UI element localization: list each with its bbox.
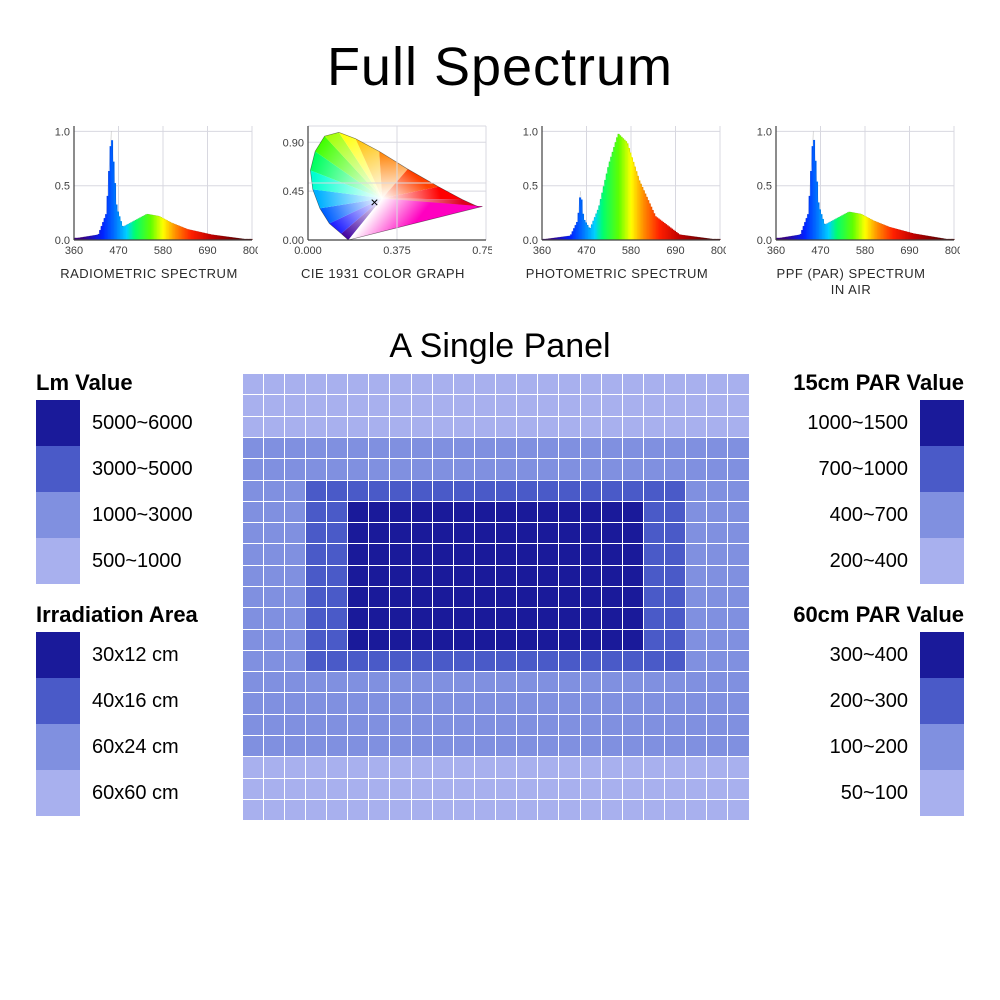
legend-label: 1000~1500 <box>807 400 908 446</box>
legend-label: 30x12 cm <box>92 632 179 678</box>
legend-label: 40x16 cm <box>92 678 179 724</box>
panel-right-legends: 15cm PAR Value1000~1500700~1000400~70020… <box>793 370 964 834</box>
svg-text:800: 800 <box>945 245 960 257</box>
spectrum-caption: PHOTOMETRIC SPECTRUM <box>526 266 708 282</box>
legend-label: 3000~5000 <box>92 446 193 492</box>
legend-label: 200~400 <box>807 538 908 584</box>
legend-swatch <box>36 400 80 446</box>
panel-left-legends: Lm Value 5000~60003000~50001000~3000500~1… <box>36 370 198 834</box>
legend-label: 300~400 <box>830 632 908 678</box>
svg-text:690: 690 <box>900 245 918 257</box>
panel-section: A Single Panel Lm Value 5000~60003000~500… <box>0 297 1000 834</box>
svg-text:360: 360 <box>767 245 785 257</box>
svg-text:800: 800 <box>243 245 258 257</box>
heatmap-table <box>242 373 750 821</box>
svg-text:470: 470 <box>811 245 829 257</box>
spectrum-ppf: 0.00.51.0360470580690800 PPF (PAR) SPECT… <box>742 120 960 297</box>
svg-text:470: 470 <box>109 245 127 257</box>
svg-text:580: 580 <box>856 245 874 257</box>
legend-swatch <box>36 492 80 538</box>
spectrum-caption: CIE 1931 COLOR GRAPH <box>301 266 465 282</box>
legend-swatch <box>36 538 80 584</box>
spectrum-cie: 0.000.450.900.0000.3750.750× CIE 1931 CO… <box>274 120 492 297</box>
legend-label: 60x60 cm <box>92 770 179 816</box>
legend-swatch <box>920 538 964 584</box>
svg-text:470: 470 <box>577 245 595 257</box>
svg-text:360: 360 <box>533 245 551 257</box>
svg-text:360: 360 <box>65 245 83 257</box>
legend-swatch <box>36 678 80 724</box>
svg-text:0.5: 0.5 <box>757 181 772 193</box>
spectra-row: 0.00.51.0360470580690800 RADIOMETRIC SPE… <box>0 98 1000 297</box>
legend-label: 200~300 <box>830 678 908 724</box>
svg-text:580: 580 <box>622 245 640 257</box>
legend-label: 1000~3000 <box>92 492 193 538</box>
legend-title: Irradiation Area <box>36 602 198 628</box>
svg-text:800: 800 <box>711 245 726 257</box>
legend-title: Lm Value <box>36 370 198 396</box>
svg-text:0.5: 0.5 <box>523 181 538 193</box>
svg-text:×: × <box>370 194 378 210</box>
spectrum-photometric: 0.00.51.0360470580690800 PHOTOMETRIC SPE… <box>508 120 726 297</box>
svg-text:0.90: 0.90 <box>283 137 304 149</box>
legend-swatch <box>920 400 964 446</box>
legend-label: 50~100 <box>830 770 908 816</box>
legend-label: 5000~6000 <box>92 400 193 446</box>
legend-label: 400~700 <box>807 492 908 538</box>
svg-text:690: 690 <box>198 245 216 257</box>
svg-text:580: 580 <box>154 245 172 257</box>
heatmap-wrap <box>198 370 793 822</box>
legend-title: 60cm PAR Value <box>793 602 964 628</box>
page-title: Full Spectrum <box>0 0 1000 98</box>
svg-text:0.750: 0.750 <box>472 245 492 257</box>
legend-swatch <box>36 446 80 492</box>
svg-text:690: 690 <box>666 245 684 257</box>
svg-text:0.375: 0.375 <box>383 245 411 257</box>
legend-label: 100~200 <box>830 724 908 770</box>
panel-title: A Single Panel <box>36 327 964 366</box>
intensity-heatmap <box>241 372 751 822</box>
legend-swatch <box>920 632 964 678</box>
legend-label: 500~1000 <box>92 538 193 584</box>
svg-text:1.0: 1.0 <box>523 126 538 138</box>
legend-swatch <box>920 724 964 770</box>
legend-swatch <box>920 492 964 538</box>
svg-text:1.0: 1.0 <box>55 126 70 138</box>
legend-swatch <box>920 770 964 816</box>
legend-swatch <box>920 446 964 492</box>
svg-text:0.45: 0.45 <box>283 186 304 198</box>
legend-swatch <box>920 678 964 724</box>
svg-text:1.0: 1.0 <box>757 126 772 138</box>
legend-swatch <box>36 770 80 816</box>
legend-label: 700~1000 <box>807 446 908 492</box>
legend-swatch <box>36 724 80 770</box>
spectrum-caption: PPF (PAR) SPECTRUM IN AIR <box>777 266 926 297</box>
svg-text:0.5: 0.5 <box>55 181 70 193</box>
legend-label: 60x24 cm <box>92 724 179 770</box>
spectrum-caption: RADIOMETRIC SPECTRUM <box>60 266 238 282</box>
svg-text:0.000: 0.000 <box>294 245 322 257</box>
legend-swatch <box>36 632 80 678</box>
spectrum-radiometric: 0.00.51.0360470580690800 RADIOMETRIC SPE… <box>40 120 258 297</box>
legend-title: 15cm PAR Value <box>793 370 964 396</box>
